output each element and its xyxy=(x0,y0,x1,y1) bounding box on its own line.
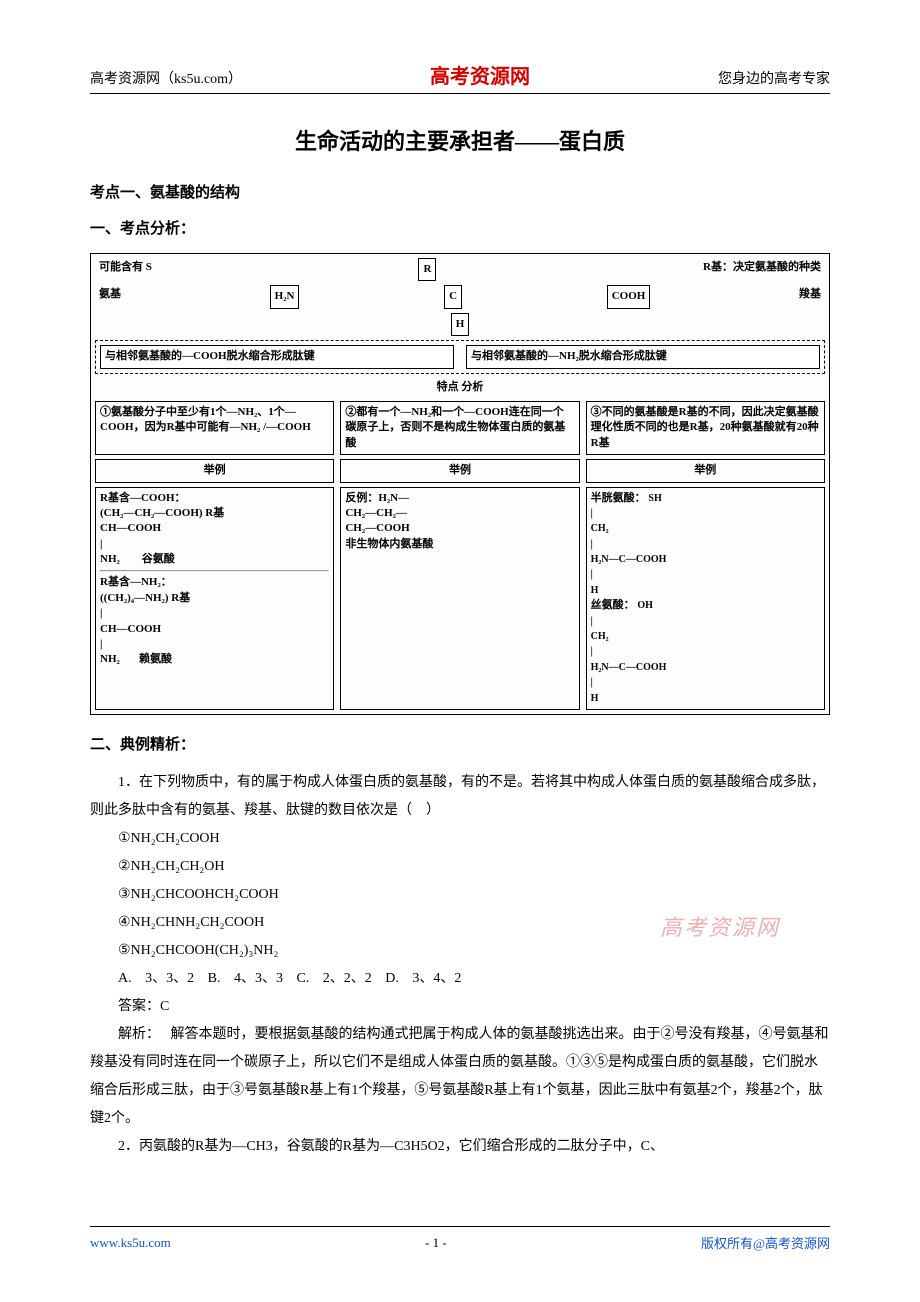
page-footer: www.ks5u.com - 1 - 版权所有@高考资源网 xyxy=(90,1226,830,1252)
section-2-heading: 二、典例精析： xyxy=(90,733,830,754)
diagram-ex1-body: (CH₂—CH₂—COOH) R基 CH—COOH | NH₂ 谷氨酸 xyxy=(100,507,224,565)
q1-option-1: ①NH₂CH₂COOH xyxy=(90,825,830,853)
diagram-example-1: R基含—COOH： (CH₂—CH₂—COOH) R基 CH—COOH | NH… xyxy=(95,487,334,710)
kaodian-heading: 考点一、氨基酸的结构 xyxy=(90,181,830,202)
diagram-example-2: 反例：H₂N— CH₂—CH₂— CH₂—COOH 非生物体内氨基酸 xyxy=(340,487,579,710)
q1-intro: 1．在下列物质中，有的属于构成人体蛋白质的氨基酸，有的不是。若将其中构成人体蛋白… xyxy=(90,769,830,825)
diagram-example-3: 半胱氨酸： SH | CH₂ | H₂N—C—COOH | H 丝氨酸： OH … xyxy=(586,487,825,710)
diagram-h-box: H xyxy=(451,313,470,336)
footer-copyright: 版权所有@高考资源网 xyxy=(701,1233,830,1252)
diagram-ex-label-1: 举例 xyxy=(95,459,334,482)
q1-answer: 答案：C xyxy=(90,993,830,1021)
q1-option-3: ③NH₂CHCOOHCH₂COOH xyxy=(90,881,830,909)
q2-intro: 2．丙氨酸的R基为—CH3，谷氨酸的R基为—C3H5O2，它们缩合形成的二肽分子… xyxy=(90,1133,830,1161)
diagram-top-right: R基：决定氨基酸的种类 xyxy=(699,258,825,281)
diagram-top-left: 可能含有 S xyxy=(95,258,156,281)
diagram-feature-3: ③不同的氨基酸是R基的不同，因此决定氨基酸理化性质不同的也是R基，20种氨基酸就… xyxy=(586,401,825,455)
diagram-ex3a-label: 半胱氨酸： xyxy=(591,492,646,504)
diagram-ex1b-body: ((CH₂)₄—NH₂) R基 | CH—COOH | NH₂ 赖氨酸 xyxy=(100,592,190,666)
diagram-ex2-body: CH₂—CH₂— CH₂—COOH 非生物体内氨基酸 xyxy=(345,507,433,550)
q1-option-2: ②NH₂CH₂CH₂OH xyxy=(90,853,830,881)
diagram-feature-2: ②都有一个—NH₂和一个—COOH连在同一个碳原子上，否则不是构成生物体蛋白质的… xyxy=(340,401,579,455)
header-center-logo: 高考资源网 xyxy=(430,60,530,89)
header-right: 您身边的高考专家 xyxy=(718,68,830,88)
diagram-feature-1: ①氨基酸分子中至少有1个—NH₂、1个—COOH，因为R基中可能有—NH₂ /—… xyxy=(95,401,334,455)
diagram-h2n-box: H₂N xyxy=(270,285,300,308)
diagram-c-box: C xyxy=(444,285,462,308)
diagram-ex3a-body: SH | CH₂ | H₂N—C—COOH | H xyxy=(591,493,667,596)
page-header: 高考资源网（ks5u.com） 高考资源网 您身边的高考专家 xyxy=(90,60,830,94)
q1-exp-text: 解答本题时，要根据氨基酸的结构通式把属于构成人体的氨基酸挑选出来。由于②号没有羧… xyxy=(90,1027,829,1126)
diagram-feature-label: 特点 分析 xyxy=(433,378,488,397)
footer-left-url: www.ks5u.com xyxy=(90,1235,171,1251)
watermark: 高考资源网 xyxy=(660,910,780,942)
document-body: 1．在下列物质中，有的属于构成人体蛋白质的氨基酸，有的不是。若将其中构成人体蛋白… xyxy=(90,769,830,1161)
diagram-peptide-left: 与相邻氨基酸的—COOH脱水缩合形成肽键 xyxy=(100,345,454,368)
diagram-cooh-box: COOH xyxy=(607,285,651,308)
diagram-ex-label-3: 举例 xyxy=(586,459,825,482)
diagram-ex2-title: 反例：H₂N— xyxy=(345,492,409,504)
diagram-ex1b-title: R基含—NH₂： xyxy=(100,576,172,588)
section-1-heading: 一、考点分析： xyxy=(90,217,830,238)
q1-exp-label: 解析： xyxy=(118,1027,160,1042)
diagram-amino-label: 氨基 xyxy=(95,285,125,308)
diagram-r-box: R xyxy=(418,258,436,281)
q1-choices: A. 3、3、2 B. 4、3、3 C. 2、2、2 D. 3、4、2 xyxy=(90,965,830,993)
diagram-carboxyl-label: 羧基 xyxy=(795,285,825,308)
q1-explanation: 解析： 解答本题时，要根据氨基酸的结构通式把属于构成人体的氨基酸挑选出来。由于②… xyxy=(90,1021,830,1133)
header-left: 高考资源网（ks5u.com） xyxy=(90,68,242,88)
footer-page-number: - 1 - xyxy=(171,1235,701,1251)
diagram-ex3b-label: 丝氨酸： xyxy=(591,599,635,611)
amino-acid-structure-diagram: 可能含有 S R R基：决定氨基酸的种类 氨基 H₂N C COOH 羧基 H … xyxy=(90,253,830,715)
diagram-ex-label-2: 举例 xyxy=(340,459,579,482)
diagram-ex3b-body: OH | CH₂ | H₂N—C—COOH | H xyxy=(591,600,667,703)
document-title: 生命活动的主要承担者——蛋白质 xyxy=(90,124,830,156)
diagram-peptide-right: 与相邻氨基酸的—NH₂脱水缩合形成肽键 xyxy=(466,345,820,368)
diagram-ex1-title: R基含—COOH： xyxy=(100,492,186,504)
